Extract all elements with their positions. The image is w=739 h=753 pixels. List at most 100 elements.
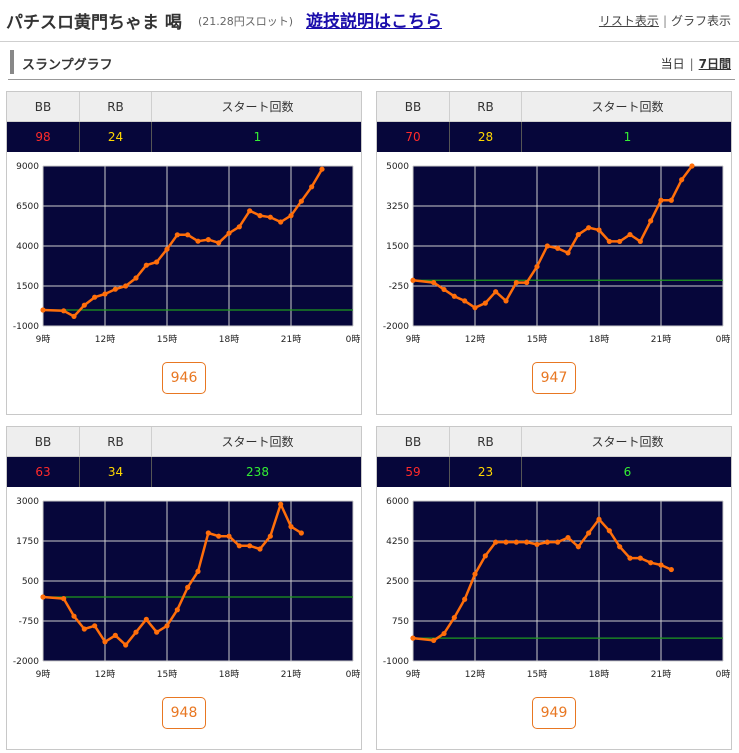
rb-count: 24 bbox=[79, 122, 151, 152]
data-point bbox=[205, 237, 211, 243]
data-point bbox=[482, 300, 488, 306]
data-point bbox=[174, 232, 180, 238]
data-point bbox=[205, 530, 211, 536]
start-count: 6 bbox=[521, 457, 733, 487]
x-tick-label: 9時 bbox=[36, 334, 51, 345]
x-tick-label: 9時 bbox=[406, 669, 421, 680]
seven-days-link[interactable]: 7日間 bbox=[698, 57, 731, 71]
x-tick-label: 18時 bbox=[219, 669, 239, 680]
data-point bbox=[123, 642, 129, 648]
bb-count: 70 bbox=[405, 130, 421, 144]
data-point bbox=[410, 635, 416, 641]
x-tick-label: 18時 bbox=[219, 334, 239, 345]
data-point bbox=[92, 623, 98, 629]
today-label: 当日 bbox=[660, 57, 685, 71]
data-point bbox=[226, 230, 232, 236]
bb-count: 59 bbox=[405, 465, 421, 479]
y-tick-label: -1000 bbox=[13, 322, 39, 332]
y-tick-label: -2000 bbox=[383, 322, 409, 332]
x-tick-label: 21時 bbox=[651, 669, 671, 680]
x-tick-label: 12時 bbox=[465, 334, 485, 345]
data-point bbox=[627, 555, 633, 561]
data-point bbox=[575, 231, 581, 238]
data-point bbox=[112, 286, 118, 292]
data-point bbox=[503, 539, 509, 545]
rb-header: RB bbox=[449, 427, 521, 456]
data-point bbox=[596, 516, 602, 522]
y-tick-label: 5000 bbox=[386, 162, 409, 172]
x-tick-label: 18時 bbox=[589, 334, 609, 345]
x-tick-label: 0時 bbox=[716, 669, 731, 680]
x-tick-label: 12時 bbox=[465, 669, 485, 680]
data-point bbox=[513, 279, 519, 286]
data-point bbox=[288, 524, 294, 530]
data-point bbox=[195, 238, 201, 244]
machine-number-button[interactable]: 947 bbox=[532, 362, 576, 394]
data-point bbox=[451, 614, 457, 621]
x-tick-label: 0時 bbox=[716, 334, 731, 345]
data-point bbox=[617, 544, 623, 550]
starts-header: スタート回数 bbox=[151, 92, 363, 121]
stats-values: 63 34 238 bbox=[7, 457, 361, 487]
data-point bbox=[472, 305, 478, 311]
day-range-switcher: 当日 | 7日間 bbox=[661, 55, 731, 72]
rb-header: RB bbox=[79, 92, 151, 121]
data-point bbox=[534, 263, 540, 270]
data-point bbox=[133, 629, 139, 635]
data-point bbox=[586, 225, 592, 231]
data-point bbox=[524, 539, 530, 545]
x-tick-label: 9時 bbox=[406, 334, 421, 345]
y-tick-label: -750 bbox=[19, 617, 40, 627]
machine-panel: BB RB スタート回数 98 24 1 946 9000 6500 4000 1500 -1000 9… bbox=[6, 91, 362, 415]
machine-title: パチスロ黄門ちゃま 喝 bbox=[6, 13, 182, 33]
data-point bbox=[668, 566, 674, 573]
machine-panel: BB RB スタート回数 59 23 6 949 6000 4250 2500 750 -1000 9時… bbox=[376, 426, 732, 750]
data-point bbox=[226, 533, 232, 539]
stats-header: BB RB スタート回数 bbox=[7, 92, 361, 122]
x-tick-label: 15時 bbox=[527, 334, 547, 345]
data-point bbox=[298, 198, 304, 204]
bb-header: BB bbox=[404, 99, 422, 114]
bb-count: 63 bbox=[35, 465, 51, 479]
slump-chart: 9000 6500 4000 1500 -1000 9時 12時 15時 18時 21時 0時 bbox=[13, 162, 361, 345]
machine-number-button[interactable]: 946 bbox=[162, 362, 206, 394]
data-point bbox=[503, 298, 509, 304]
bb-header: BB bbox=[34, 99, 52, 114]
data-point bbox=[71, 313, 77, 319]
bb-header: BB bbox=[404, 434, 422, 449]
list-view-link[interactable]: リスト表示 bbox=[598, 14, 659, 28]
y-tick-label: 9000 bbox=[16, 162, 39, 172]
y-tick-label: 4000 bbox=[16, 242, 39, 252]
data-point bbox=[195, 568, 201, 574]
bb-count: 98 bbox=[35, 130, 51, 144]
data-point bbox=[637, 238, 643, 245]
stats-values: 70 28 1 bbox=[377, 122, 731, 152]
starts-header: スタート回数 bbox=[521, 427, 733, 456]
data-point bbox=[513, 539, 519, 545]
help-link[interactable]: 遊技説明はこちら bbox=[306, 12, 442, 32]
data-point bbox=[627, 231, 633, 238]
start-count: 238 bbox=[151, 457, 363, 487]
machine-panel: BB RB スタート回数 63 34 238 948 3000 1750 500 -750 -2000… bbox=[6, 426, 362, 750]
data-point bbox=[555, 539, 561, 545]
machine-number-button[interactable]: 949 bbox=[532, 697, 576, 729]
data-point bbox=[555, 245, 561, 251]
data-point bbox=[658, 197, 664, 203]
slump-chart: 6000 4250 2500 750 -1000 9時 12時 15時 18時 21時 0時 bbox=[383, 497, 731, 680]
y-tick-label: 6500 bbox=[16, 202, 39, 212]
data-point bbox=[40, 594, 46, 600]
data-point bbox=[575, 544, 581, 550]
data-point bbox=[288, 213, 294, 219]
x-tick-label: 21時 bbox=[281, 334, 301, 345]
data-point bbox=[606, 528, 612, 534]
y-tick-label: 750 bbox=[392, 617, 409, 627]
data-point bbox=[40, 307, 46, 313]
data-point bbox=[668, 197, 674, 203]
x-tick-label: 18時 bbox=[589, 669, 609, 680]
start-count: 1 bbox=[151, 122, 363, 152]
data-point bbox=[267, 533, 273, 539]
data-point bbox=[92, 294, 98, 300]
machine-number-button[interactable]: 948 bbox=[162, 697, 206, 729]
bb-header: BB bbox=[34, 434, 52, 449]
y-tick-label: 3000 bbox=[16, 497, 39, 507]
